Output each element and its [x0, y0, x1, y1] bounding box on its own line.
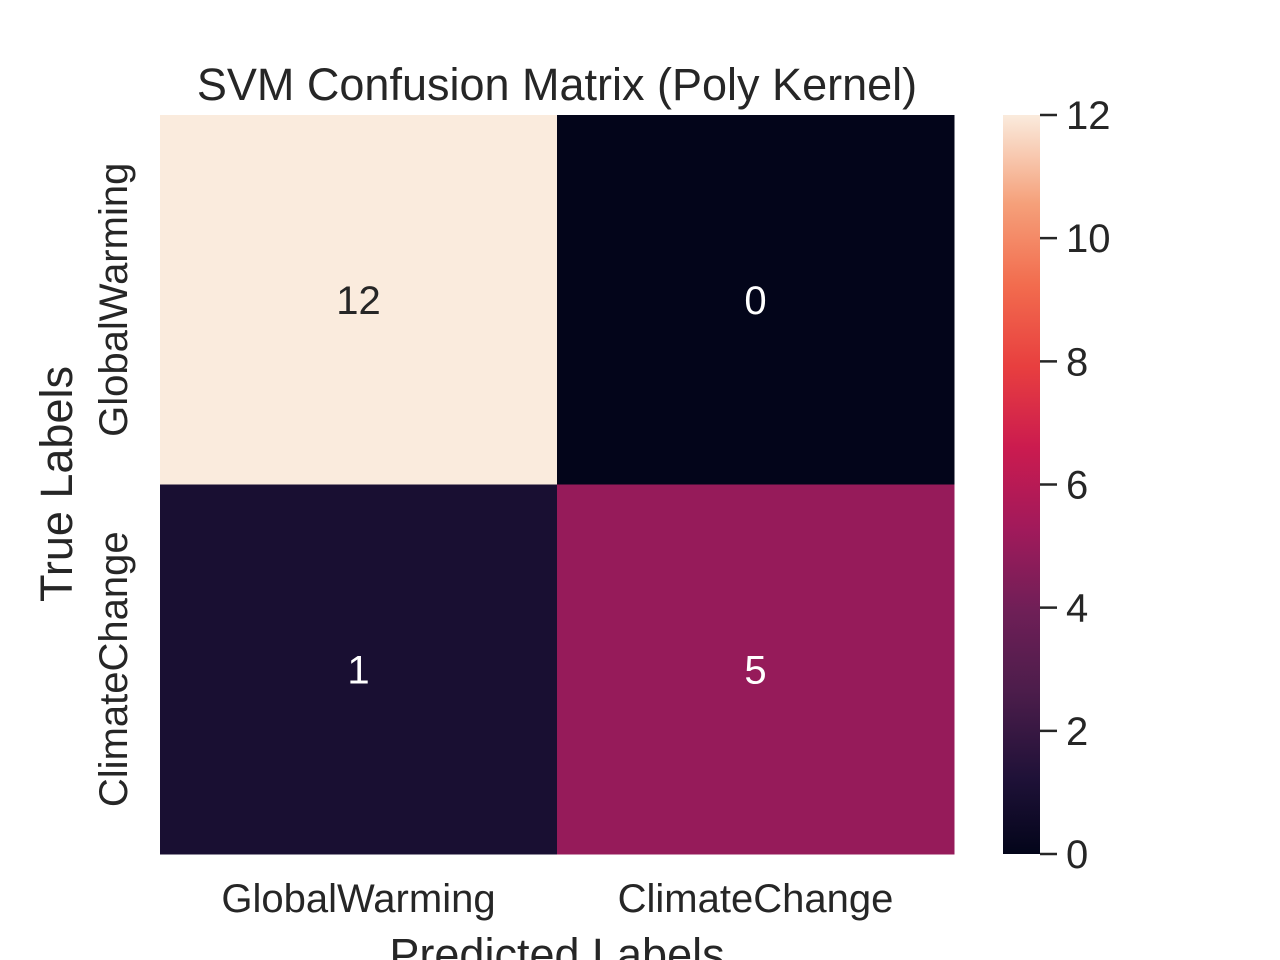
heatmap-cell-labels: 12 0 1 5: [336, 279, 766, 693]
heatmap-cell-r0-c0: [160, 115, 558, 485]
x-tick-labels: GlobalWarming ClimateChange: [221, 877, 893, 921]
y-tick-label-1: ClimateChange: [92, 531, 136, 807]
y-axis-label: True Labels: [31, 366, 82, 602]
colorbar-ticks: 0 2 4 6 8 10 12: [1040, 94, 1111, 877]
colorbar-tick-label-2: 4: [1066, 587, 1088, 631]
colorbar-tick-label-1: 2: [1066, 710, 1088, 754]
colorbar-tick-label-5: 10: [1066, 217, 1111, 261]
heatmap-cells: [160, 115, 955, 855]
heatmap-cell-r0-c1: [557, 115, 955, 485]
heatmap-cell-value-r0-c0: 12: [336, 279, 381, 323]
colorbar-tick-label-6: 12: [1066, 94, 1111, 138]
colorbar-tick-label-0: 0: [1066, 833, 1088, 877]
y-tick-labels: GlobalWarming ClimateChange: [92, 163, 136, 807]
y-tick-label-0: GlobalWarming: [92, 163, 136, 437]
x-tick-label-1: ClimateChange: [618, 877, 894, 921]
heatmap-cell-value-r1-c0: 1: [347, 648, 369, 692]
colorbar: [1003, 115, 1040, 854]
heatmap-cell-r1-c1: [557, 484, 955, 855]
colorbar-tick-label-3: 6: [1066, 464, 1088, 508]
chart-title: SVM Confusion Matrix (Poly Kernel): [197, 59, 917, 110]
heatmap-cell-value-r1-c1: 5: [744, 648, 766, 692]
heatmap-cell-r1-c0: [160, 484, 558, 855]
heatmap-cell-value-r0-c1: 0: [744, 279, 766, 323]
colorbar-tick-label-4: 8: [1066, 340, 1088, 384]
x-tick-label-0: GlobalWarming: [221, 877, 495, 921]
x-axis-label: Predicted Labels: [389, 929, 724, 960]
